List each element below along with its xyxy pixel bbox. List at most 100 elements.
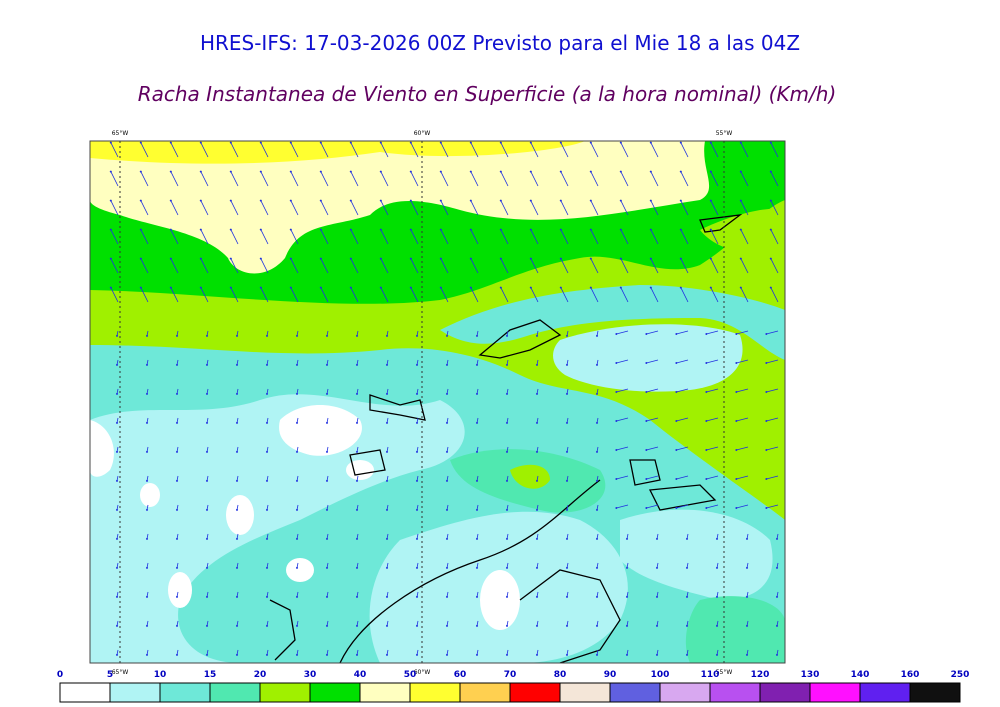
wind-arrow bbox=[706, 330, 719, 335]
wind-arrow-head bbox=[470, 113, 472, 115]
wind-arrow bbox=[530, 287, 539, 303]
wind-arrow-head bbox=[506, 653, 508, 656]
wind-arrow-head bbox=[146, 363, 148, 366]
wind-arrow-head bbox=[705, 449, 708, 451]
wind-arrow-head bbox=[476, 566, 478, 569]
wind-arrow-head bbox=[416, 624, 418, 627]
wind-arrow-head bbox=[80, 171, 82, 173]
wind-arrow bbox=[736, 417, 749, 422]
wind-arrow bbox=[87, 331, 88, 336]
wind-arrow-head bbox=[649, 228, 652, 231]
wind-arrow bbox=[530, 171, 539, 187]
wind-arrow-head bbox=[679, 170, 682, 173]
wind-arrow-head bbox=[170, 113, 172, 115]
wind-arrow bbox=[676, 475, 689, 480]
wind-arrow-head bbox=[109, 228, 112, 231]
wind-arrow-head bbox=[416, 450, 418, 453]
wind-arrow-head bbox=[296, 595, 298, 598]
wind-arrow bbox=[140, 200, 149, 216]
wind-arrow-head bbox=[80, 287, 82, 289]
wind-arrow-head bbox=[236, 363, 238, 366]
wind-arrow-head bbox=[326, 624, 328, 627]
wind-arrow bbox=[87, 360, 88, 365]
wind-arrow bbox=[410, 171, 419, 187]
wind-arrow-head bbox=[776, 566, 778, 569]
wind-arrow-head bbox=[229, 170, 232, 173]
wind-arrow-head bbox=[356, 421, 358, 424]
wind-arrow bbox=[410, 287, 419, 303]
wind-arrow bbox=[201, 114, 208, 128]
wind-arrow-head bbox=[536, 363, 538, 366]
wind-arrow bbox=[560, 200, 569, 216]
wind-arrow-head bbox=[206, 595, 208, 598]
wind-arrow bbox=[140, 171, 149, 187]
wind-arrow-head bbox=[476, 653, 478, 656]
wind-arrow bbox=[230, 229, 239, 245]
wind-arrow-head bbox=[319, 257, 322, 260]
wind-arrow bbox=[676, 330, 689, 335]
wind-arrow-head bbox=[446, 363, 448, 366]
wind-arrow bbox=[616, 504, 629, 509]
wind-arrow-head bbox=[259, 141, 262, 144]
wind-arrow-head bbox=[176, 537, 178, 540]
wind-arrow-head bbox=[356, 653, 358, 656]
wind-arrow bbox=[741, 114, 748, 128]
wind-arrow-head bbox=[645, 478, 648, 480]
wind-arrow bbox=[170, 287, 179, 303]
wind-arrow-head bbox=[675, 362, 678, 364]
colorbar-label: 15 bbox=[204, 670, 217, 680]
wind-arrow bbox=[560, 171, 569, 187]
wind-arrow-head bbox=[386, 421, 388, 424]
wind-arrow-head bbox=[266, 595, 268, 598]
wind-arrow bbox=[590, 200, 599, 216]
wind-arrow-head bbox=[499, 257, 502, 260]
wind-arrow bbox=[646, 388, 659, 393]
wind-arrow bbox=[470, 142, 479, 158]
wind-arrow-head bbox=[469, 141, 472, 144]
wind-arrow-head bbox=[589, 228, 592, 231]
wind-arrow bbox=[740, 200, 749, 216]
wind-arrow-head bbox=[349, 141, 352, 144]
wind-arrow-head bbox=[86, 422, 88, 424]
wind-arrow-head bbox=[439, 257, 442, 260]
wind-arrow-head bbox=[735, 478, 738, 480]
wind-arrow bbox=[380, 287, 389, 303]
colorbar-box bbox=[209, 682, 261, 703]
wind-arrow bbox=[530, 258, 539, 274]
wind-arrow-head bbox=[229, 286, 232, 289]
wind-arrow-head bbox=[446, 334, 448, 337]
wind-arrow-head bbox=[379, 141, 382, 144]
wind-arrow bbox=[676, 446, 689, 451]
wind-arrow-head bbox=[596, 653, 598, 656]
wind-arrow-head bbox=[116, 595, 118, 598]
wind-arrow-head bbox=[296, 421, 298, 424]
wind-arrow-head bbox=[86, 596, 88, 598]
wind-arrow-head bbox=[236, 508, 238, 511]
wind-arrow-head bbox=[86, 451, 88, 453]
colorbar-box bbox=[809, 682, 861, 703]
wind-arrow-head bbox=[476, 334, 478, 337]
wind-arrow-head bbox=[536, 537, 538, 540]
wind-arrow bbox=[560, 142, 569, 158]
wind-arrow-head bbox=[266, 566, 268, 569]
wind-arrow-head bbox=[266, 508, 268, 511]
wind-arrow-head bbox=[619, 141, 622, 144]
colorbar-box bbox=[59, 682, 111, 703]
wind-arrow-head bbox=[116, 624, 118, 627]
wind-arrow-head bbox=[589, 286, 592, 289]
wind-arrow-head bbox=[536, 334, 538, 337]
colorbar-label: 50 bbox=[404, 670, 417, 680]
wind-arrow bbox=[736, 446, 749, 451]
wind-arrow-head bbox=[356, 334, 358, 337]
wind-arrow-head bbox=[765, 391, 768, 393]
wind-arrow bbox=[676, 504, 689, 509]
wind-arrow-head bbox=[409, 141, 412, 144]
wind-arrow-head bbox=[619, 170, 622, 173]
wind-arrow-head bbox=[675, 391, 678, 393]
lon-label: 55°W bbox=[716, 130, 733, 137]
wind-arrow-head bbox=[705, 507, 708, 509]
wind-arrow-head bbox=[176, 595, 178, 598]
wind-arrow-head bbox=[386, 537, 388, 540]
wind-arrow-head bbox=[319, 228, 322, 231]
wind-arrow-head bbox=[206, 508, 208, 511]
